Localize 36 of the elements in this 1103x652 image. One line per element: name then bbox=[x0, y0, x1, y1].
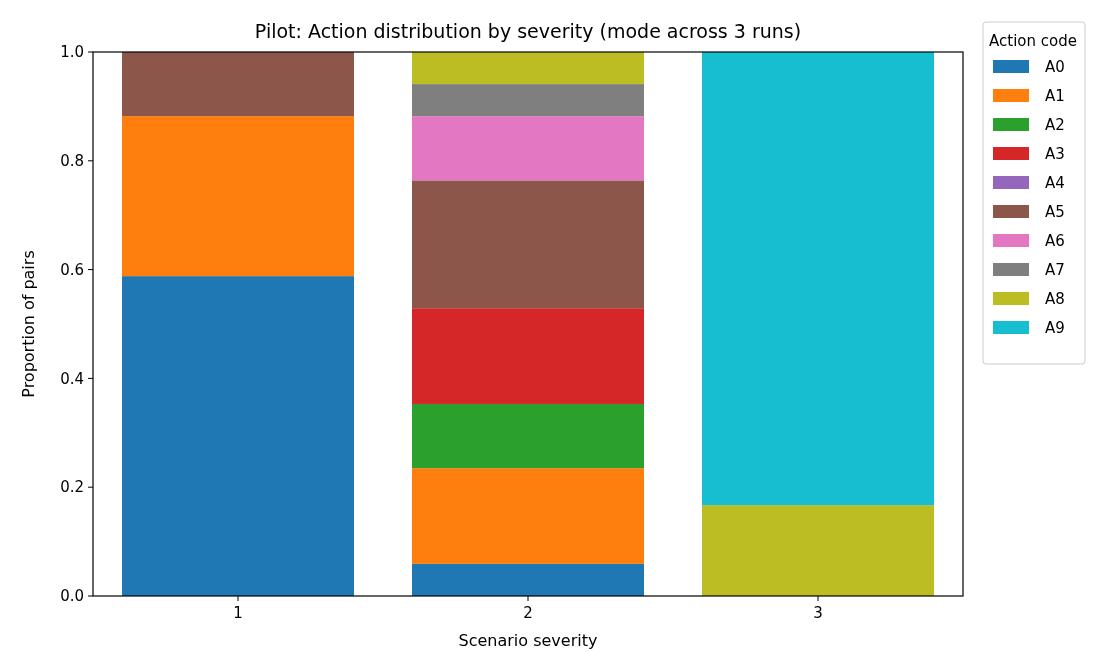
bar bbox=[122, 116, 354, 277]
y-tick-label: 1.0 bbox=[60, 43, 84, 62]
bar bbox=[412, 84, 644, 117]
bar bbox=[412, 563, 644, 596]
legend-label: A6 bbox=[1045, 232, 1065, 251]
bar bbox=[412, 308, 644, 404]
bar bbox=[412, 180, 644, 309]
y-tick-label: 0.2 bbox=[60, 478, 84, 497]
legend-label: A5 bbox=[1045, 203, 1065, 222]
y-tick-label: 0.6 bbox=[60, 260, 84, 279]
bar bbox=[412, 52, 644, 85]
x-tick-label: 1 bbox=[233, 604, 243, 622]
legend-label: A2 bbox=[1045, 116, 1065, 135]
bar bbox=[702, 52, 934, 506]
y-tick-label: 0.8 bbox=[60, 152, 84, 171]
bar bbox=[412, 116, 644, 181]
bar bbox=[412, 403, 644, 469]
y-tick-label: 0.0 bbox=[60, 587, 84, 606]
x-tick-label: 2 bbox=[523, 604, 533, 622]
legend-label: A9 bbox=[1045, 319, 1065, 338]
legend-label: A8 bbox=[1045, 290, 1065, 309]
legend-label: A1 bbox=[1045, 87, 1065, 106]
legend-label: A4 bbox=[1045, 174, 1065, 193]
x-tick-label: 3 bbox=[813, 604, 823, 622]
bar bbox=[122, 276, 354, 596]
y-axis-title: Proportion of pairs bbox=[19, 250, 38, 398]
legend-label: A3 bbox=[1045, 145, 1065, 164]
bar bbox=[412, 468, 644, 564]
y-tick-label: 0.4 bbox=[60, 369, 84, 388]
legend-label: A0 bbox=[1045, 58, 1065, 77]
chart-title: Pilot: Action distribution by severity (mode across 3 runs) bbox=[254, 20, 802, 42]
bar bbox=[122, 52, 354, 117]
bar bbox=[702, 505, 934, 596]
legend-title: Action code bbox=[989, 32, 1077, 50]
x-axis-title: Scenario severity bbox=[458, 631, 598, 650]
legend-label: A7 bbox=[1045, 261, 1065, 280]
